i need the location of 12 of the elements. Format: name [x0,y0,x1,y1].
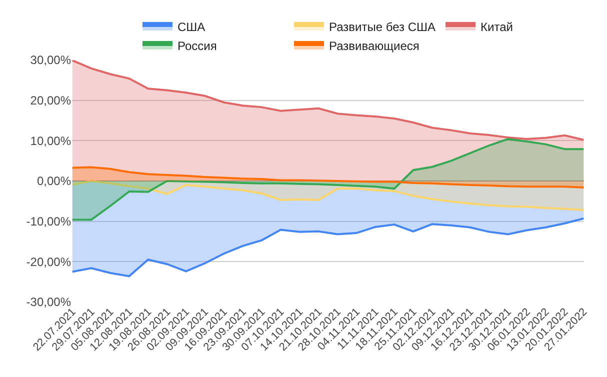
y-tick-label: -10,00% [26,214,72,229]
y-tick-label: 10,00% [30,134,72,148]
legend-label: Китай [480,20,513,34]
legend-label: США [178,20,206,34]
y-tick-label: 0,00% [36,174,72,188]
legend-label: Россия [178,39,217,54]
y-tick-label: -20,00% [26,254,72,269]
y-tick-label: 20,00% [30,94,72,108]
legend-label: Развитые без США [329,20,436,34]
y-tick-label: -30,00% [26,295,72,310]
legend-label: Развивающиеся [329,39,420,54]
y-tick-label: 30,00% [30,53,72,68]
